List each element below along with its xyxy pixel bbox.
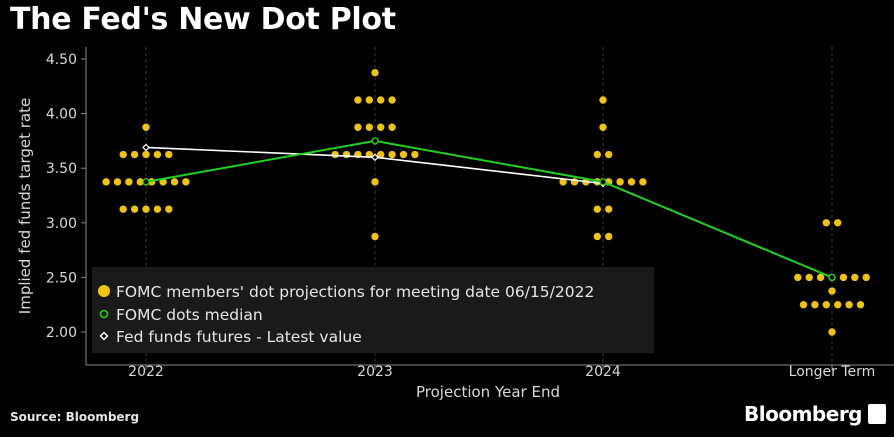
dot-projection bbox=[182, 178, 190, 186]
dot-projection bbox=[125, 178, 133, 186]
dot-projection bbox=[828, 287, 836, 295]
dot-projection bbox=[365, 123, 373, 131]
x-tick-label: 2024 bbox=[585, 364, 621, 380]
x-tick-label: 2023 bbox=[357, 364, 393, 380]
dot-projection bbox=[377, 123, 385, 131]
x-axis: 2022 2023 2024 Longer Term bbox=[86, 364, 894, 380]
legend: FOMC members' dot projections for meetin… bbox=[92, 267, 654, 353]
dot-projection bbox=[794, 273, 802, 282]
dot-projection bbox=[354, 96, 362, 104]
dot-projection bbox=[834, 219, 842, 227]
dot-projection bbox=[165, 205, 173, 213]
dot-projection bbox=[639, 178, 647, 186]
dot-projection bbox=[399, 150, 408, 159]
dot-projection bbox=[593, 232, 601, 241]
dot-projection bbox=[856, 301, 865, 309]
dot-projection bbox=[627, 178, 636, 186]
futures-marker bbox=[142, 143, 150, 152]
dot-projection bbox=[371, 178, 379, 186]
dot-projection bbox=[130, 150, 139, 159]
dot-projection bbox=[593, 150, 601, 159]
brand-logo-text: Bloomberg bbox=[744, 402, 862, 426]
dot-projection bbox=[102, 178, 110, 186]
dot-projection bbox=[119, 205, 127, 213]
y-tick-label: 2.00 bbox=[46, 325, 77, 341]
y-axis: 4.50 4.00 3.50 3.00 2.50 2.00 bbox=[46, 47, 87, 365]
futures-line bbox=[145, 146, 604, 185]
dot-projection bbox=[136, 178, 144, 186]
chart-title: The Fed's New Dot Plot bbox=[10, 2, 396, 37]
dot-projection bbox=[816, 273, 825, 282]
dot-projection bbox=[142, 205, 150, 213]
dot-projection bbox=[605, 150, 613, 159]
legend-median-marker bbox=[99, 309, 109, 319]
dot-projection bbox=[119, 150, 127, 159]
dot-projection bbox=[371, 232, 379, 241]
dot-projection bbox=[811, 301, 819, 309]
dot-projection bbox=[377, 96, 385, 104]
dot-projection bbox=[342, 150, 351, 159]
median-marker bbox=[142, 178, 150, 186]
legend-background bbox=[92, 267, 654, 353]
dot-projection bbox=[388, 123, 396, 131]
dot-projection bbox=[113, 178, 122, 186]
median-marker bbox=[371, 137, 379, 145]
dot-projection bbox=[599, 96, 607, 104]
x-axis-title: Projection Year End bbox=[416, 383, 560, 401]
futures-marker bbox=[371, 153, 379, 162]
dot-projection bbox=[822, 219, 830, 227]
dot-projection bbox=[388, 150, 396, 159]
legend-median-label: FOMC dots median bbox=[116, 306, 263, 324]
dot-projection bbox=[605, 205, 613, 213]
legend-futures-marker bbox=[99, 331, 109, 341]
dot-projection bbox=[851, 273, 859, 282]
source-note: Source: Bloomberg bbox=[10, 410, 140, 424]
y-tick-label: 2.50 bbox=[46, 270, 77, 286]
x-tick-label: 2022 bbox=[128, 364, 164, 380]
dot-projection bbox=[377, 150, 385, 159]
dot-projection bbox=[805, 273, 813, 282]
dot-projection bbox=[845, 301, 853, 309]
y-tick-label: 4.00 bbox=[46, 107, 77, 123]
dot-projection bbox=[371, 68, 379, 77]
dot-projection bbox=[599, 123, 607, 131]
dot-projection bbox=[828, 328, 836, 336]
median-marker bbox=[828, 273, 836, 282]
dot-projection bbox=[839, 273, 848, 282]
dot-projection bbox=[411, 150, 419, 159]
dot-projection bbox=[142, 150, 150, 159]
dot-projection bbox=[605, 232, 613, 241]
median-line bbox=[145, 139, 833, 279]
dot-projection bbox=[331, 150, 339, 159]
y-tick-label: 4.50 bbox=[46, 52, 77, 68]
x-tick-label: Longer Term bbox=[789, 364, 876, 380]
bloomberg-terminal-icon bbox=[868, 404, 886, 424]
dot-projection bbox=[153, 150, 162, 159]
dot-projection bbox=[130, 205, 139, 213]
dot-projection bbox=[142, 123, 150, 131]
legend-futures-label: Fed funds futures - Latest value bbox=[116, 328, 362, 346]
dot-projection bbox=[862, 273, 870, 282]
dot-projection bbox=[153, 205, 162, 213]
dot-projection bbox=[616, 178, 624, 186]
y-axis-title: Implied fed funds target rate bbox=[16, 98, 34, 314]
y-tick-label: 3.00 bbox=[46, 216, 77, 232]
dot-projection bbox=[365, 96, 373, 104]
dot-projection bbox=[799, 301, 808, 309]
legend-dots-label: FOMC members' dot projections for meetin… bbox=[116, 283, 594, 301]
dot-projections bbox=[102, 68, 870, 336]
median-line-group bbox=[142, 137, 836, 282]
dot-projection bbox=[593, 205, 601, 213]
dot-projection bbox=[822, 301, 830, 309]
dot-projection bbox=[354, 123, 362, 131]
dot-projection bbox=[388, 96, 396, 104]
median-marker bbox=[599, 178, 607, 186]
dot-projection bbox=[170, 178, 179, 186]
dot-projection bbox=[834, 301, 842, 309]
legend-dot-marker bbox=[98, 285, 110, 297]
y-tick-label: 3.50 bbox=[46, 161, 77, 177]
dot-projection bbox=[559, 178, 567, 186]
dot-projection bbox=[165, 150, 173, 159]
